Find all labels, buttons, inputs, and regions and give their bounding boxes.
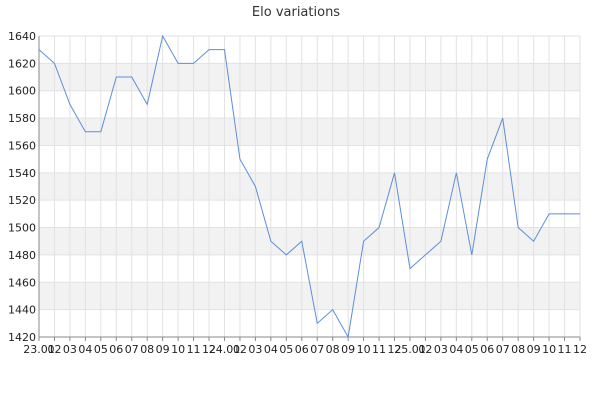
x-tick-label: 03 (63, 343, 77, 356)
x-tick-label: 02 (47, 343, 61, 356)
x-tick-label: 06 (295, 343, 309, 356)
x-tick-label: 08 (511, 343, 525, 356)
x-tick-label: 04 (264, 343, 278, 356)
x-tick-label: 07 (125, 343, 139, 356)
y-tick-label: 1420 (8, 331, 36, 344)
x-tick-label: 12 (573, 343, 587, 356)
y-tick-labels: 1420 1440 1460 1480 1500 1520 1540 1560 1580 1600… (8, 30, 36, 344)
x-tick-label: 12 (202, 343, 216, 356)
x-tick-label: 25.01 (394, 343, 426, 356)
x-tick-label: 12 (388, 343, 402, 356)
x-tick-label: 03 (434, 343, 448, 356)
x-tick-label: 04 (78, 343, 92, 356)
series-layer (38, 34, 580, 339)
x-tick-label: 08 (140, 343, 154, 356)
x-tick-label: 10 (171, 343, 185, 356)
x-tick-label: 09 (341, 343, 355, 356)
grid-band (39, 172, 580, 201)
elo-series-line (38, 34, 580, 339)
y-tick-label: 1580 (8, 112, 36, 125)
y-tick-label: 1600 (8, 85, 36, 98)
x-tick-label: 11 (187, 343, 201, 356)
y-tick-label: 1460 (8, 276, 36, 289)
x-tick-label: 06 (109, 343, 123, 356)
band-layer (39, 63, 580, 310)
x-tick-label: 08 (326, 343, 340, 356)
x-tick-label: 24.01 (209, 343, 241, 356)
grid-band (39, 118, 580, 146)
chart-title: Elo variations (252, 5, 340, 20)
x-tick-label: 02 (418, 343, 432, 356)
y-tick-label: 1560 (8, 139, 36, 152)
x-tick-label: 09 (527, 343, 541, 356)
y-tick-label: 1540 (8, 167, 36, 180)
axes-layer (38, 36, 581, 341)
x-tick-label: 10 (357, 343, 371, 356)
grid-band (39, 282, 580, 310)
grid-band (39, 227, 580, 255)
x-tick-label: 05 (279, 343, 293, 356)
y-tick-label: 1440 (8, 304, 36, 317)
x-tick-label: 04 (449, 343, 463, 356)
x-tick-label: 07 (310, 343, 324, 356)
x-tick-label: 11 (558, 343, 572, 356)
y-tick-label: 1640 (8, 30, 36, 43)
y-tick-label: 1620 (8, 57, 36, 70)
x-tick-label: 05 (465, 343, 479, 356)
x-tick-label: 09 (156, 343, 170, 356)
x-tick-label: 06 (480, 343, 494, 356)
x-tick-label: 07 (496, 343, 510, 356)
x-tick-label: 05 (94, 343, 108, 356)
y-tick-label: 1520 (8, 194, 36, 207)
grid-layer (38, 35, 581, 338)
x-tick-label: 10 (542, 343, 556, 356)
y-tick-label: 1480 (8, 249, 36, 262)
x-tick-label: 02 (233, 343, 247, 356)
x-tick-label: 03 (248, 343, 262, 356)
x-tick-label: 23.01 (23, 343, 55, 356)
x-tick-label: 11 (372, 343, 386, 356)
y-tick-label: 1500 (8, 222, 36, 235)
